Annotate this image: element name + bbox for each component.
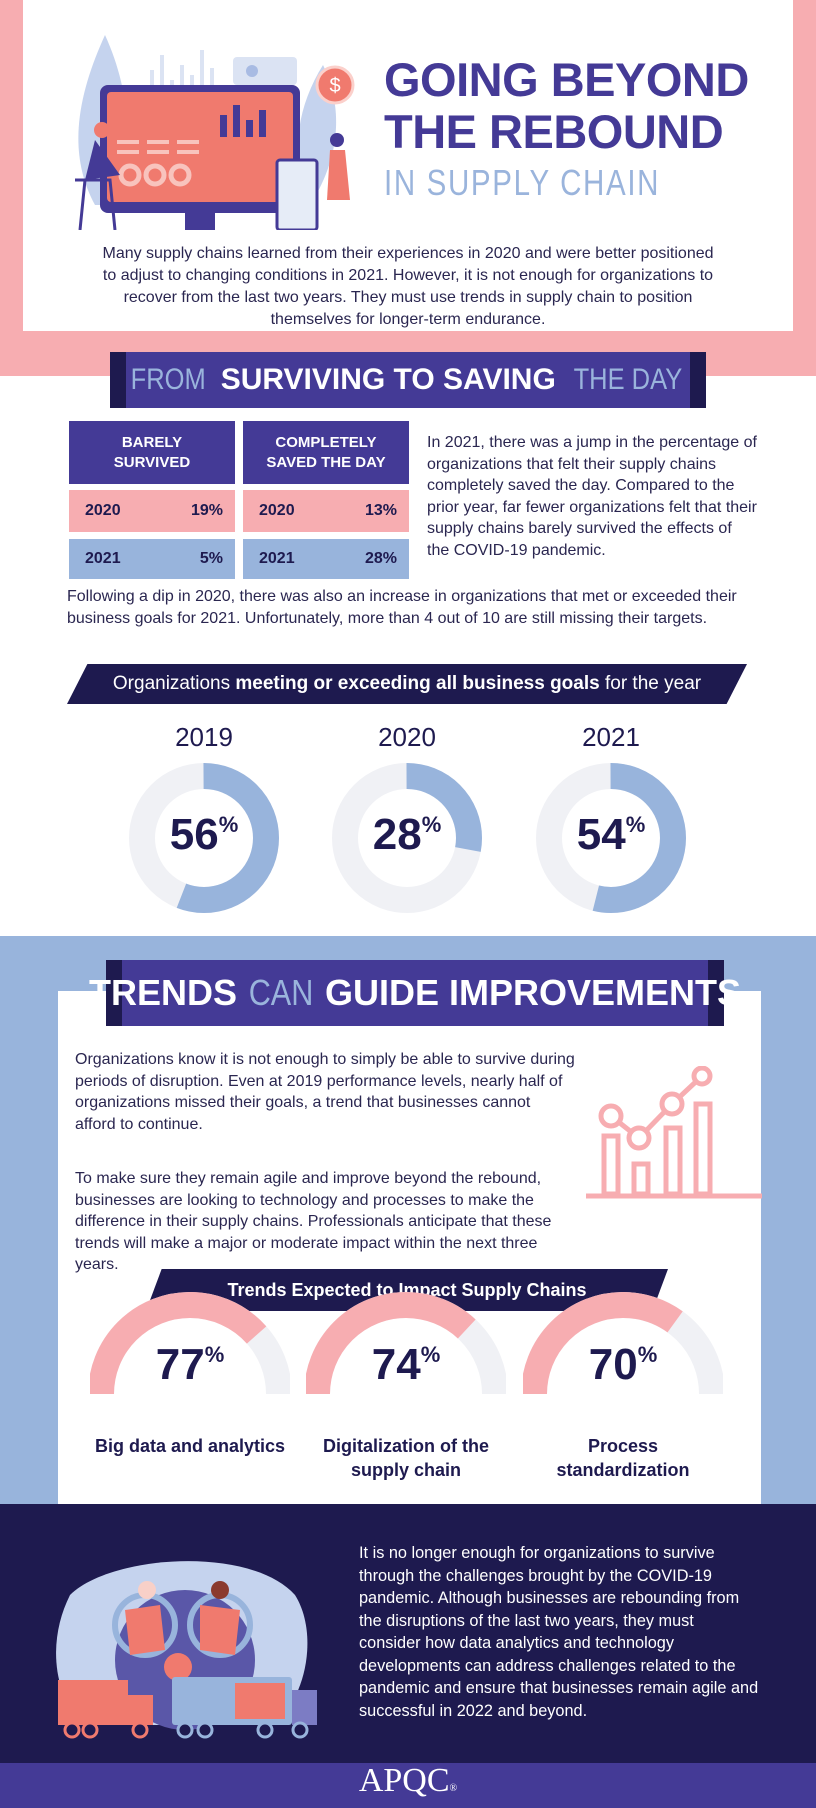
percent-sign: % <box>637 1342 658 1367</box>
gauge <box>90 1292 290 1395</box>
supply-chain-illustration: $ <box>75 35 355 230</box>
gauge-value-arc <box>523 1292 723 1395</box>
page-subtitle: IN SUPPLY CHAIN <box>384 162 661 203</box>
row-year: 2021 <box>259 550 295 567</box>
table-header-barely-survived: BARELY SURVIVED <box>69 421 235 484</box>
logo-registered: ® <box>449 1783 458 1794</box>
gauge-value: 70 <box>588 1340 638 1389</box>
percent-sign: % <box>421 812 442 837</box>
section2-paragraph-1: Organizations know it is not enough to s… <box>75 1051 575 1133</box>
apqc-logo: APQC® <box>0 1762 816 1800</box>
gauge-value-label: 74% <box>336 1340 476 1390</box>
gauge-value: 77 <box>155 1340 205 1389</box>
donut-value-label: 56% <box>134 810 274 860</box>
row-value: 19% <box>190 502 223 519</box>
donut-year-label: 2020 <box>378 722 436 752</box>
donut-value: 56 <box>169 810 219 859</box>
gauge-category-label: Big data and analytics <box>94 1436 286 1456</box>
section2-paragraph-2: To make sure they remain agile and impro… <box>75 1170 552 1273</box>
donut <box>536 763 686 913</box>
intro-text: Many supply chains learned from their ex… <box>102 245 714 328</box>
donut-value: 28 <box>372 810 422 859</box>
banner-post: THE DAY <box>573 363 683 396</box>
section1-paragraph: Following a dip in 2020, there was also … <box>67 588 737 627</box>
banner-bold-1: TRENDS <box>88 972 237 1013</box>
gauge-value-label: 70% <box>553 1340 693 1390</box>
growth-chart-icon <box>586 1066 762 1199</box>
handshake-trucks-illustration <box>56 1561 317 1739</box>
donut <box>129 763 279 913</box>
gauge-category-label: Digitalization of the supply chain <box>323 1436 489 1480</box>
row-year: 2020 <box>259 502 295 519</box>
row-year: 2021 <box>85 550 121 567</box>
banner-bold-2: GUIDE IMPROVEMENTS <box>325 972 742 1013</box>
gauge-value-arc <box>306 1292 506 1395</box>
banner-bold: SURVIVING TO SAVING <box>220 363 556 396</box>
footer <box>0 1763 816 1808</box>
donut-value-label: 54% <box>541 810 681 860</box>
banner-light: CAN <box>248 972 314 1013</box>
donut-value-label: 28% <box>337 810 477 860</box>
donut-value: 54 <box>576 810 626 859</box>
donut-year-label: 2021 <box>582 722 640 752</box>
title-line-1: GOING BEYOND <box>384 53 749 106</box>
gauge <box>306 1292 506 1395</box>
percent-sign: % <box>218 812 239 837</box>
goals-banner-bold: meeting or exceeding all business goals <box>235 673 600 694</box>
table-row: 2020 13% <box>243 490 409 532</box>
section2-banner: TRENDS CAN GUIDE IMPROVEMENTS <box>89 960 741 1026</box>
section2-card <box>58 991 761 1504</box>
banner-pre: FROM <box>131 363 207 396</box>
gauge-value-label: 77% <box>120 1340 260 1390</box>
percent-sign: % <box>204 1342 225 1367</box>
table-header-saved-the-day: COMPLETELY SAVED THE DAY <box>243 421 409 484</box>
logo-text: APQC <box>358 1762 450 1799</box>
gauge-category-label: Process standardization <box>556 1436 690 1480</box>
section1-side-text: In 2021, there was a jump in the percent… <box>427 434 757 559</box>
title-line-2: THE REBOUND <box>384 105 724 158</box>
percent-sign: % <box>420 1342 441 1367</box>
percent-sign: % <box>625 812 646 837</box>
donut-value-arc <box>332 763 482 913</box>
table-row: 2021 5% <box>69 539 235 579</box>
gauge-value: 74 <box>371 1340 421 1389</box>
row-value: 5% <box>199 550 223 567</box>
row-value: 28% <box>364 550 397 567</box>
page-title: GOING BEYOND THE REBOUND <box>384 54 749 158</box>
svg-text:$: $ <box>329 75 340 97</box>
row-value: 13% <box>364 502 397 519</box>
gauge-value-arc <box>90 1292 290 1395</box>
donut-value-arc <box>536 763 686 913</box>
table-row: 2021 28% <box>243 539 409 579</box>
closing-text: It is no longer enough for organizations… <box>359 1544 759 1720</box>
goals-banner-post: for the year <box>604 673 702 694</box>
table-row: 2020 19% <box>69 490 235 532</box>
donut <box>332 763 482 913</box>
gauge <box>523 1292 723 1395</box>
goals-banner: Organizations meeting or exceeding all b… <box>67 664 747 704</box>
goals-banner-pre: Organizations <box>112 673 231 694</box>
donut-year-label: 2019 <box>175 722 233 752</box>
section1-banner: FROM SURVIVING TO SAVING THE DAY <box>110 352 706 408</box>
donut-value-arc <box>129 763 279 913</box>
row-year: 2020 <box>85 502 121 519</box>
